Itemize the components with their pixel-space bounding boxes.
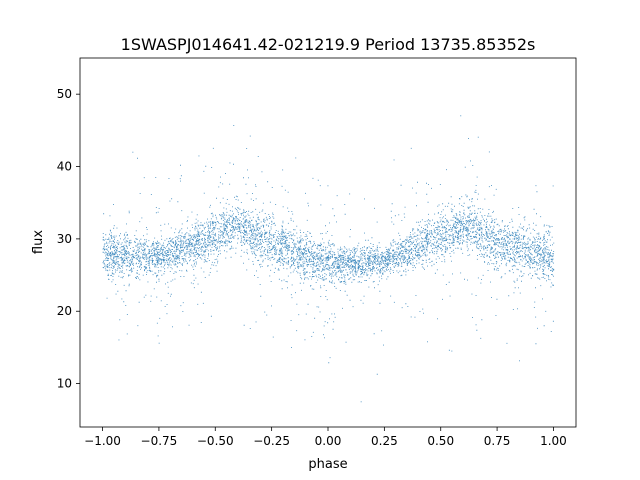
- x-axis-label: phase: [308, 457, 347, 472]
- y-tick-label: 40: [57, 160, 72, 174]
- x-tick-label: 0.25: [371, 434, 398, 448]
- x-tick-label: −0.50: [197, 434, 234, 448]
- x-tick-label: 0.75: [484, 434, 511, 448]
- y-axis-label: flux: [31, 230, 46, 254]
- chart-title: 1SWASPJ014641.42-021219.9 Period 13735.8…: [121, 35, 536, 54]
- y-tick-label: 30: [57, 232, 72, 246]
- data-points: [102, 115, 555, 403]
- y-tick-label: 20: [57, 304, 72, 318]
- x-tick-label: 0.50: [427, 434, 454, 448]
- x-tick-label: −0.75: [141, 434, 178, 448]
- x-tick-label: 1.00: [540, 434, 567, 448]
- y-tick-label: 50: [57, 87, 72, 101]
- y-axis-ticks: 10 20 30 40 50: [57, 87, 80, 391]
- scatter-points: [102, 115, 555, 403]
- x-axis-ticks: −1.00 −0.75 −0.50 −0.25 0.00 0.25 0.50 0.75 1.00: [84, 427, 567, 448]
- x-tick-label: −0.25: [253, 434, 290, 448]
- x-tick-label: −1.00: [84, 434, 121, 448]
- x-tick-label: 0.00: [315, 434, 342, 448]
- y-tick-label: 10: [57, 377, 72, 391]
